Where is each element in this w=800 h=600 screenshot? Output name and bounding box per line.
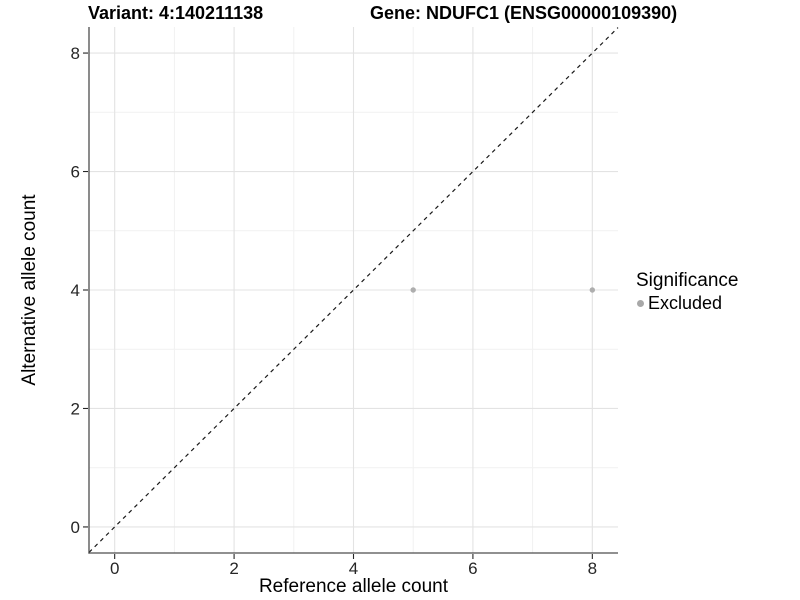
x-tick-label: 8: [588, 559, 597, 578]
x-tick-label: 6: [468, 559, 477, 578]
y-tick-label: 0: [71, 518, 80, 537]
legend-point-swatch: [637, 299, 644, 307]
data-point: [589, 287, 596, 293]
y-tick-label: 8: [71, 44, 80, 63]
variant-title: Variant: 4:140211138: [88, 3, 264, 23]
x-tick-label: 0: [110, 559, 119, 578]
gene-title: Gene: NDUFC1 (ENSG00000109390): [370, 3, 678, 23]
y-tick-label: 2: [71, 399, 80, 418]
x-tick-label: 2: [229, 559, 238, 578]
x-axis-title: Reference allele count: [258, 576, 449, 597]
legend-entry-label: Excluded: [648, 293, 723, 313]
y-axis-title: Alternative allele count: [19, 194, 40, 386]
x-tick-label: 4: [349, 559, 358, 578]
legend-title: Significance: [636, 270, 739, 291]
legend: Significance Excluded: [636, 269, 738, 313]
y-tick-label: 4: [71, 281, 80, 300]
data-point: [410, 287, 416, 293]
y-tick-label: 6: [71, 163, 80, 182]
legend-entry: Excluded: [636, 293, 738, 313]
